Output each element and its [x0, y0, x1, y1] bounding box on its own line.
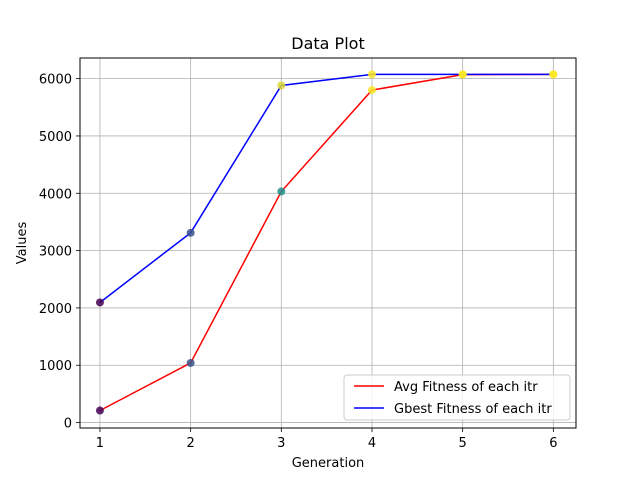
- x-axis-label: Generation: [292, 456, 365, 471]
- scatter-point: [367, 86, 376, 95]
- y-axis-label: Values: [15, 222, 30, 265]
- scatter-point: [458, 70, 467, 79]
- scatter-point: [186, 228, 195, 237]
- y-tick-label: 0: [64, 417, 72, 432]
- x-tick-label: 5: [459, 436, 467, 451]
- x-tick-label: 4: [368, 436, 376, 451]
- axis-ticks: 1 2 3 4 5 6 0 1000 2000 3000 4000 5000 6000: [39, 73, 558, 451]
- legend: Avg Fitness of each itr Gbest Fitness of…: [343, 374, 571, 421]
- scatter-point: [277, 187, 286, 196]
- y-tick-label: 4000: [39, 187, 72, 202]
- scatter-markers: [95, 70, 558, 415]
- x-tick-label: 1: [96, 436, 104, 451]
- scatter-point: [549, 70, 558, 79]
- x-tick-label: 2: [186, 436, 194, 451]
- y-tick-label: 6000: [39, 73, 72, 88]
- scatter-point: [367, 70, 376, 79]
- legend-label-avg-fitness: Avg Fitness of each itr: [394, 380, 538, 395]
- scatter-point: [95, 298, 104, 307]
- y-tick-label: 5000: [39, 130, 72, 145]
- chart-title: Data Plot: [291, 34, 364, 53]
- plot-area-frame: [79, 57, 577, 429]
- legend-box: [343, 374, 571, 421]
- scatter-point: [95, 406, 104, 415]
- y-tick-label: 1000: [39, 359, 72, 374]
- x-tick-label: 6: [549, 436, 557, 451]
- scatter-point: [186, 358, 195, 367]
- series-lines: [99, 73, 554, 412]
- y-tick-label: 3000: [39, 245, 72, 260]
- y-tick-label: 2000: [39, 302, 72, 317]
- scatter-point: [277, 81, 286, 90]
- x-tick-label: 3: [277, 436, 285, 451]
- legend-label-gbest-fitness: Gbest Fitness of each itr: [394, 402, 552, 417]
- gbest-fitness-line: [99, 73, 554, 304]
- grid-lines: [80, 58, 576, 428]
